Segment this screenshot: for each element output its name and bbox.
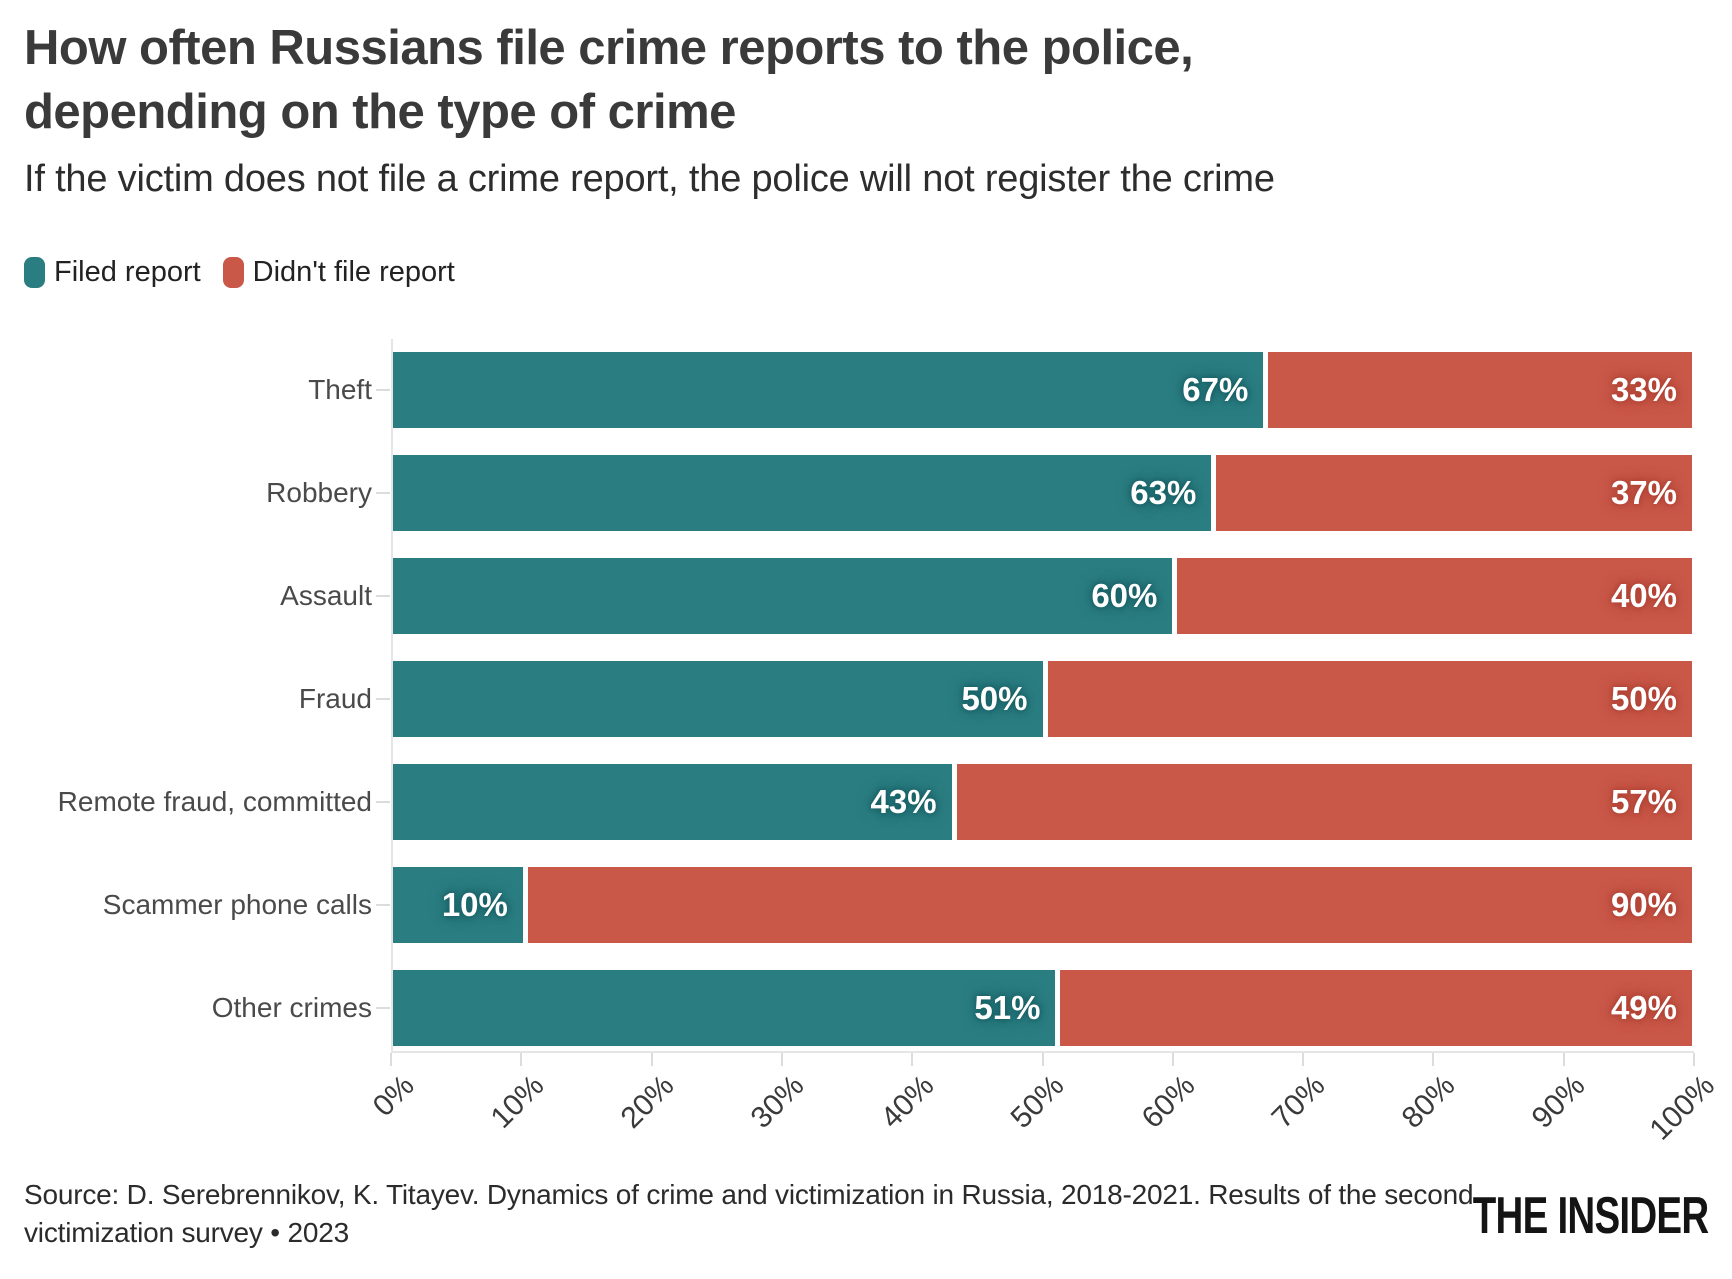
legend-item-filed-report: Filed report: [24, 256, 201, 289]
category-tick: [376, 389, 390, 391]
x-axis-tick: [390, 1053, 392, 1066]
bar-value-label: 43%: [870, 783, 937, 820]
source-note: Source: D. Serebrennikov, K. Titayev. Dy…: [24, 1179, 1474, 1248]
chart-row: Other crimes 51% 49%: [212, 970, 1692, 1046]
x-axis-label: 60%: [1135, 1069, 1201, 1135]
stacked-bar: 51% 49%: [393, 970, 1692, 1046]
chart-row: Fraud 50% 50%: [299, 661, 1692, 737]
x-axis-label: 0%: [366, 1069, 421, 1123]
bar-segment-didnt-file-report: 57%: [956, 764, 1692, 840]
stacked-bar: 50% 50%: [393, 661, 1692, 737]
category-label: Other crimes: [211, 992, 372, 1023]
x-axis-label: 80%: [1395, 1069, 1462, 1135]
chart-row: Theft 67% 33%: [308, 352, 1692, 428]
chart-title-line2: depending on the type of crime: [24, 85, 736, 139]
bar-segment-filed-report: 50%: [393, 661, 1043, 737]
chart-title-line1: How often Russians file crime reports to…: [24, 21, 1194, 75]
x-axis-tick: [1302, 1053, 1305, 1066]
filed-report-swatch-icon: [24, 257, 45, 288]
x-axis-tick: [780, 1053, 783, 1066]
x-axis-tick: [1562, 1053, 1565, 1066]
stacked-bar: 60% 40%: [393, 558, 1692, 634]
x-axis-tick: [1171, 1053, 1174, 1066]
category-tick: [376, 595, 390, 597]
bar-value-label: 33%: [1610, 371, 1677, 408]
category-tick: [376, 492, 390, 494]
category-label: Assault: [280, 580, 372, 611]
bar-segment-filed-report: 67%: [393, 352, 1264, 428]
legend-label: Didn't file report: [252, 256, 455, 288]
stacked-bar: 63% 37%: [393, 455, 1692, 531]
bar-segment-didnt-file-report: 50%: [1047, 661, 1692, 737]
bar-value-label: 50%: [961, 680, 1028, 717]
x-axis-label: 10%: [484, 1069, 551, 1135]
x-axis-label: 30%: [744, 1069, 811, 1135]
category-label: Scammer phone calls: [102, 889, 372, 920]
bar-segment-didnt-file-report: 40%: [1177, 558, 1692, 634]
x-axis-label: 100%: [1643, 1069, 1722, 1147]
x-axis-tick: [1432, 1053, 1435, 1066]
chart-row: Remote fraud, committed 43% 57%: [58, 764, 1692, 840]
stacked-bar: 10% 90%: [393, 867, 1692, 943]
chart-row: Robbery 63% 37%: [266, 455, 1692, 531]
chart-title: How often Russians file crime reports to…: [24, 16, 1194, 144]
x-axis-label: 50%: [1005, 1069, 1071, 1135]
plot-area: Theft 67% 33% Robbery 63% 37% Assault 60% 40% Fra…: [58, 339, 1692, 1052]
x-axis-line: [390, 1051, 1695, 1066]
chart-row: Scammer phone calls 10% 90%: [103, 867, 1692, 943]
didnt-file-report-swatch-icon: [222, 257, 244, 288]
x-axis-tick: [520, 1053, 523, 1066]
bar-segment-didnt-file-report: 49%: [1060, 970, 1692, 1046]
bar-value-label: 51%: [974, 989, 1041, 1026]
bar-segment-didnt-file-report: 33%: [1268, 352, 1692, 428]
bar-segment-filed-report: 60%: [393, 558, 1173, 634]
category-label: Theft: [308, 374, 372, 405]
bar-segment-didnt-file-report: 90%: [527, 867, 1692, 943]
x-axis-tick: [1693, 1053, 1695, 1066]
category-tick: [376, 904, 390, 906]
bar-segment-filed-report: 10%: [393, 867, 523, 943]
bar-value-label: 37%: [1610, 474, 1677, 511]
stacked-bar: 43% 57%: [393, 764, 1692, 840]
category-label: Robbery: [266, 477, 372, 508]
bar-value-label: 49%: [1610, 989, 1677, 1026]
category-tick: [376, 1007, 390, 1009]
x-axis-tick: [1041, 1053, 1044, 1066]
bar-segment-filed-report: 63%: [393, 455, 1212, 531]
bar-value-label: 50%: [1610, 680, 1677, 717]
legend: Filed report Didn't file report: [24, 256, 455, 289]
chart-row: Assault 60% 40%: [280, 558, 1692, 634]
x-axis-label: 90%: [1525, 1069, 1592, 1135]
x-axis-label: 70%: [1265, 1069, 1332, 1135]
bar-value-label: 57%: [1610, 783, 1677, 820]
legend-item-didnt-file-report: Didn't file report: [222, 256, 455, 289]
publisher-logo: THE INSIDER: [1472, 1187, 1708, 1245]
category-tick: [376, 698, 390, 700]
legend-label: Filed report: [54, 256, 201, 288]
x-axis-label: 40%: [874, 1069, 941, 1135]
bar-value-label: 40%: [1610, 577, 1677, 614]
bar-value-label: 67%: [1182, 371, 1249, 408]
bar-segment-filed-report: 43%: [393, 764, 952, 840]
category-label: Remote fraud, committed: [57, 786, 372, 817]
chart-subtitle: If the victim does not file a crime repo…: [24, 158, 1275, 200]
bar-value-label: 63%: [1130, 474, 1197, 511]
stacked-bar: 67% 33%: [393, 352, 1692, 428]
bar-value-label: 60%: [1091, 577, 1158, 614]
x-axis-label: 20%: [614, 1069, 681, 1135]
bar-value-label: 10%: [441, 886, 508, 923]
bar-value-label: 90%: [1610, 886, 1677, 923]
x-axis-tick: [650, 1053, 653, 1066]
bar-segment-filed-report: 51%: [393, 970, 1056, 1046]
x-axis-tick: [911, 1053, 914, 1066]
bar-segment-didnt-file-report: 37%: [1216, 455, 1692, 531]
category-tick: [376, 801, 390, 803]
category-label: Fraud: [298, 683, 372, 714]
